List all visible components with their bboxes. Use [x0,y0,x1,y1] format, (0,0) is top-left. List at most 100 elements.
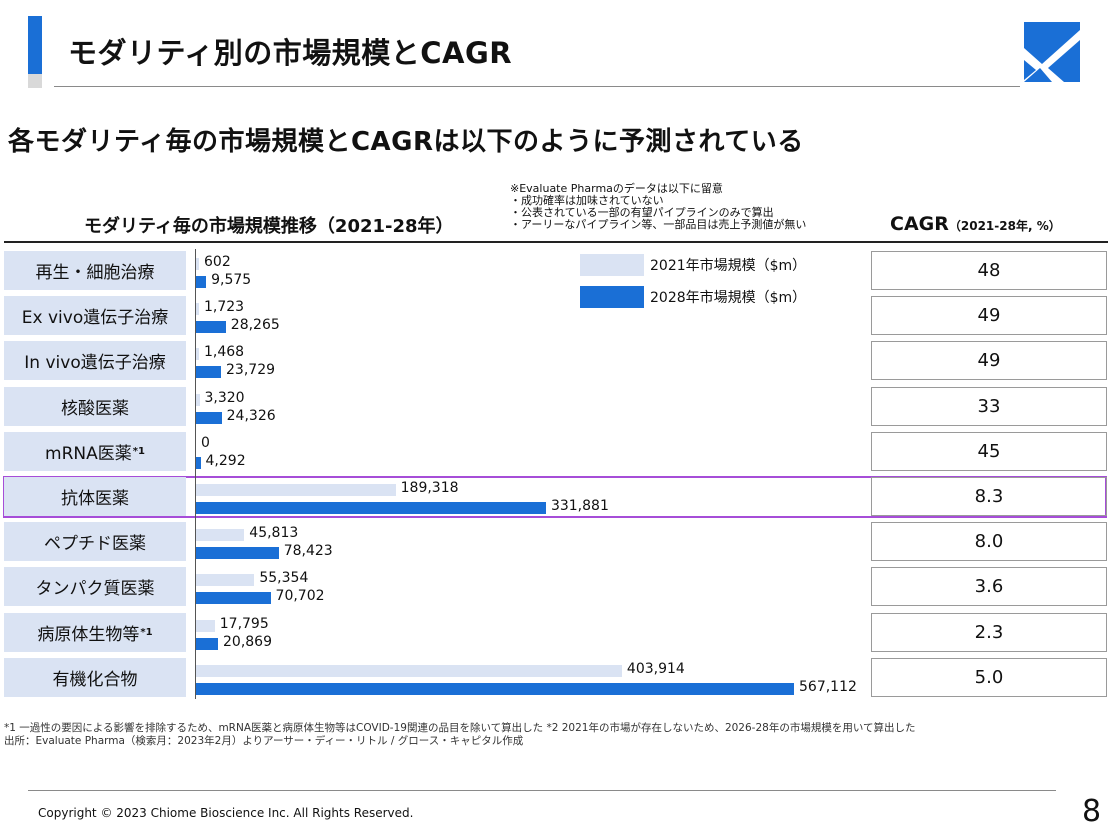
footnote-source: 出所：Evaluate Pharma（検索月：2023年2月）よりアーサー・ディ… [4,735,524,747]
value-label-2021: 3,320 [204,389,245,406]
bar-2021 [196,348,199,361]
bar-2028 [196,592,271,605]
footnotes: *1 一過性の要因による影響を排除するため、mRNA医薬と病原体生物等はCOVI… [4,722,916,748]
value-label-2021: 403,914 [626,660,685,677]
category-label-text: Ex vivo遺伝子治療 [21,308,169,329]
cagr-value: 3.6 [871,567,1107,607]
category-label: Ex vivo遺伝子治療 [4,296,186,336]
cagr-header-label: CAGR [890,213,949,235]
value-label-2028: 331,881 [550,498,609,514]
title-accent-bar-grey [28,74,42,88]
value-label-2021: 17,795 [219,615,269,632]
value-label-2021: 602 [204,254,231,270]
bar-2028 [196,321,226,334]
category-label: タンパク質医薬 [4,567,186,607]
value-label-2028: 20,869 [223,633,272,650]
value-label-2028: 4,292 [205,452,246,469]
legend-swatch-2021 [580,254,644,276]
data-note: ※Evaluate Pharmaのデータは以下に留意 ・成功確率は加味されていな… [510,183,806,231]
category-label-text: 核酸医薬 [61,398,129,419]
category-label: 再生・細胞治療 [4,251,186,290]
category-label: 有機化合物 [4,657,186,697]
bar-2028 [196,637,218,650]
legend-item-2028: 2028年市場規模（$m） [580,286,806,308]
cagr-value: 48 [871,251,1107,290]
category-label: 抗体医薬 [4,477,186,516]
bar-2028 [196,276,207,288]
page-subtitle: 各モダリティ毎の市場規模とCAGRは以下のように予測されている [8,127,804,157]
cagr-header-period: （2021-28年, %） [948,219,1061,233]
bar-2028 [196,456,201,469]
category-label: 病原体生物等 *1 [4,612,186,652]
bar-2021 [196,529,245,542]
value-label-2021: 0 [201,434,210,451]
cagr-value: 8.0 [871,522,1107,562]
note-line: ・公表されている一部の有望パイプラインのみで算出 [510,206,774,219]
category-label-text: 病原体生物等 [37,624,140,645]
value-label-2021: 45,813 [249,525,299,542]
value-label-2021: 1,723 [204,299,245,316]
category-label-text: 有機化合物 [52,669,138,690]
bar-2028 [196,502,546,514]
category-label-text: mRNA医薬 [45,443,132,464]
category-label: ペプチド医薬 [4,522,186,562]
value-label-2028: 567,112 [799,678,857,695]
note-line: ※Evaluate Pharmaのデータは以下に留意 [510,182,723,195]
value-label-2028: 28,265 [230,317,280,334]
copyright: Copyright © 2023 Chiome Bioscience Inc. … [38,806,414,820]
value-label-2028: 70,702 [275,588,325,605]
chart-title: モダリティ毎の市場規模推移（2021-28年） [84,216,454,237]
bar-2021 [196,484,396,496]
category-label-text: 再生・細胞治療 [35,263,155,283]
page-number: 8 [1082,794,1102,829]
legend: 2021年市場規模（$m） 2028年市場規模（$m） [580,254,806,308]
company-logo-icon [1024,22,1080,82]
category-label: mRNA医薬 *1 [4,431,186,471]
legend-swatch-2028 [580,286,644,308]
category-label-text: In vivo遺伝子治療 [24,353,166,374]
note-line: ・アーリーなパイプライン等、一部品目は売上予測値が無い [510,218,807,231]
header-divider [4,241,1108,243]
value-label-2028: 23,729 [226,362,276,379]
page-title: モダリティ別の市場規模とCAGR [68,36,513,70]
value-label-2021: 1,468 [204,344,245,361]
value-label-2028: 24,326 [226,407,276,424]
cagr-value: 8.3 [871,477,1107,516]
cagr-value: 45 [871,431,1107,471]
value-label-2028: 9,575 [211,272,252,288]
title-accent-bar [28,16,42,74]
category-label-text: ペプチド医薬 [44,534,146,555]
value-label-2021: 189,318 [400,480,459,496]
note-line: ・成功確率は加味されていない [510,194,664,207]
footnote-1: *1 一過性の要因による影響を排除するため、mRNA医薬と病原体生物等はCOVI… [4,722,916,734]
cagr-value: 49 [871,296,1107,336]
bar-2021 [196,303,199,316]
cagr-header: CAGR（2021-28年, %） [890,213,1061,235]
legend-item-2021: 2021年市場規模（$m） [580,254,806,276]
bar-2021 [196,664,622,677]
bar-2028 [196,547,279,560]
category-footnote-mark: *1 [140,626,153,638]
legend-label-2028: 2028年市場規模（$m） [650,290,807,306]
cagr-value: 33 [871,386,1107,426]
footer-divider [28,790,1056,791]
category-footnote-mark: *1 [132,445,145,457]
bar-2028 [196,682,794,695]
value-label-2021: 55,354 [259,570,309,587]
category-label-text: 抗体医薬 [61,489,129,509]
category-label: 核酸医薬 [4,386,186,426]
category-label: In vivo遺伝子治療 [4,341,186,381]
title-divider [54,86,1020,87]
legend-label-2021: 2021年市場規模（$m） [650,258,807,274]
bar-2021 [196,619,215,632]
cagr-value: 49 [871,341,1107,381]
value-label-2028: 78,423 [283,543,333,560]
bar-2021 [196,574,255,587]
cagr-value: 2.3 [871,612,1107,652]
cagr-value: 5.0 [871,657,1107,697]
bar-2021 [196,393,200,406]
category-label-text: タンパク質医薬 [35,579,155,600]
bar-2028 [196,366,222,379]
chart-axis [195,249,196,699]
bar-2028 [196,411,222,424]
